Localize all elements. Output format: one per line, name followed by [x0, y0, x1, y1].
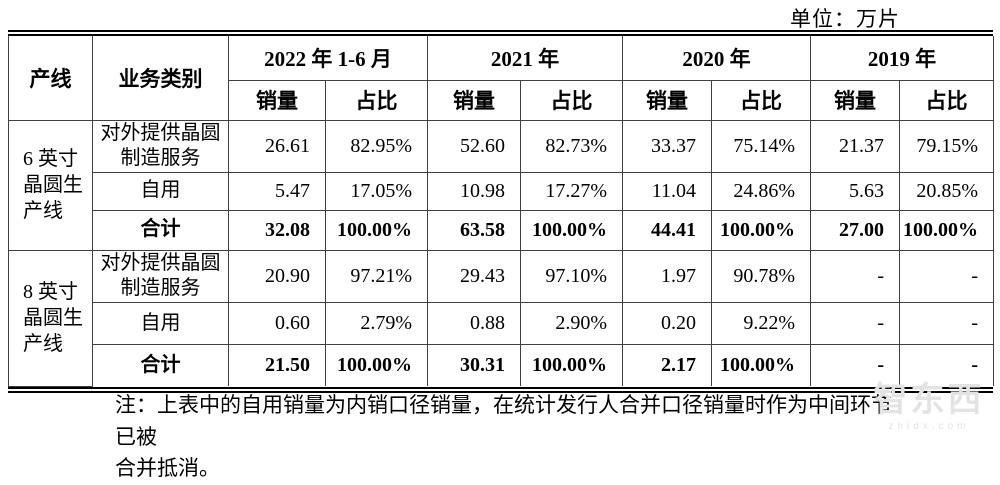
col-header-year-2020: 2020 年	[622, 36, 811, 81]
cell-value: 5.47	[228, 171, 326, 211]
footnote: 注：上表中的自用销量为内销口径销量，在统计发行人合并口径销量时作为中间环节已被 …	[115, 393, 892, 480]
cell-value: 9.22%	[711, 301, 811, 345]
cell-value: 63.58	[427, 209, 521, 251]
cell-value: 100.00%	[325, 209, 428, 251]
category-total: 合计	[92, 209, 229, 251]
table-row-total: 合计 32.08 100.00% 63.58 100.00% 44.41 100…	[9, 209, 994, 251]
cell-value: -	[810, 301, 900, 345]
col-header-volume-2019: 销量	[810, 79, 900, 121]
col-header-year-2019: 2019 年	[810, 36, 994, 81]
cell-value: 21.37	[810, 119, 900, 173]
cell-value: 26.61	[228, 119, 326, 173]
watermark: 智东西 zhidx.com	[864, 381, 994, 433]
category-total: 合计	[92, 343, 229, 387]
watermark-domain: zhidx.com	[888, 421, 970, 433]
col-header-share-2021: 占比	[520, 79, 623, 121]
cell-value: 100.00%	[520, 343, 623, 387]
cell-value: 17.27%	[520, 171, 623, 211]
category-self-use: 自用	[92, 301, 229, 345]
cell-value: 97.10%	[520, 249, 623, 303]
cell-value: 5.63	[810, 171, 900, 211]
cell-value: 33.37	[622, 119, 712, 173]
table-row: 8 英寸 晶圆生 产线 对外提供晶圆 制造服务 20.90 97.21% 29.…	[8, 249, 994, 387]
cell-value: 97.21%	[325, 249, 428, 303]
col-header-share-2020: 占比	[711, 79, 811, 121]
cell-value: 0.88	[427, 301, 521, 345]
table-row-total: 合计 21.50 100.00% 30.31 100.00% 2.17 100.…	[9, 343, 994, 387]
cell-value: 52.60	[427, 119, 521, 173]
cell-value: 32.08	[228, 209, 326, 251]
col-header-year-2022h1: 2022 年 1-6 月	[228, 36, 428, 81]
cell-value: 17.05%	[325, 171, 428, 211]
cell-value: 44.41	[622, 209, 712, 251]
col-header-business-category: 业务类别	[92, 36, 229, 121]
col-header-volume-2022: 销量	[228, 79, 326, 121]
cell-value: 100.00%	[711, 343, 811, 387]
cell-value: 0.20	[622, 301, 712, 345]
product-line-8inch: 8 英寸 晶圆生 产线	[8, 249, 93, 387]
col-header-share-2022: 占比	[325, 79, 428, 121]
cell-value: -	[899, 301, 994, 345]
cell-value: 20.85%	[899, 171, 994, 211]
cell-value: 29.43	[427, 249, 521, 303]
cell-value: 82.95%	[325, 119, 428, 173]
cell-value: 2.17	[622, 343, 712, 387]
table-row: 自用 0.60 2.79% 0.88 2.90% 0.20 9.22% - -	[9, 301, 994, 345]
cell-value: 79.15%	[899, 119, 994, 173]
cell-value: -	[899, 249, 994, 303]
cell-value: 75.14%	[711, 119, 811, 173]
cell-value: -	[810, 343, 900, 387]
cell-value: 10.98	[427, 171, 521, 211]
cell-value: 24.86%	[711, 171, 811, 211]
cell-value: 30.31	[427, 343, 521, 387]
watermark-logo: 智东西	[873, 381, 985, 419]
cell-value: -	[810, 249, 900, 303]
col-header-volume-2020: 销量	[622, 79, 712, 121]
header-row-years: 产线 业务类别 2022 年 1-6 月 2021 年 2020 年 2019 …	[8, 36, 994, 121]
category-external-service: 对外提供晶圆 制造服务	[92, 249, 229, 303]
product-line-6inch: 6 英寸 晶圆生 产线	[8, 119, 93, 251]
col-header-product-line: 产线	[8, 36, 93, 121]
cell-value: 21.50	[228, 343, 326, 387]
cell-value: 100.00%	[520, 209, 623, 251]
cell-value: -	[899, 343, 994, 387]
cell-value: 1.97	[622, 249, 712, 303]
category-external-service: 对外提供晶圆 制造服务	[92, 119, 229, 173]
wafer-sales-table: 产线 业务类别 2022 年 1-6 月 2021 年 2020 年 2019 …	[8, 36, 994, 387]
category-self-use: 自用	[92, 171, 229, 211]
cell-value: 20.90	[228, 249, 326, 303]
cell-value: 100.00%	[325, 343, 428, 387]
table-row: 自用 5.47 17.05% 10.98 17.27% 11.04 24.86%…	[9, 171, 994, 211]
cell-value: 82.73%	[520, 119, 623, 173]
cell-value: 2.90%	[520, 301, 623, 345]
sales-volume-table: 产线 业务类别 2022 年 1-6 月 2021 年 2020 年 2019 …	[8, 30, 994, 393]
table-row: 6 英寸 晶圆生 产线 对外提供晶圆 制造服务 26.61 82.95% 52.…	[8, 119, 994, 251]
cell-value: 0.60	[228, 301, 326, 345]
cell-value: 27.00	[810, 209, 900, 251]
col-header-volume-2021: 销量	[427, 79, 521, 121]
cell-value: 2.79%	[325, 301, 428, 345]
cell-value: 90.78%	[711, 249, 811, 303]
cell-value: 11.04	[622, 171, 712, 211]
col-header-share-2019: 占比	[899, 79, 994, 121]
cell-value: 100.00%	[711, 209, 811, 251]
cell-value: 100.00%	[899, 209, 994, 251]
unit-label: 单位：万片	[790, 7, 900, 31]
col-header-year-2021: 2021 年	[427, 36, 623, 81]
